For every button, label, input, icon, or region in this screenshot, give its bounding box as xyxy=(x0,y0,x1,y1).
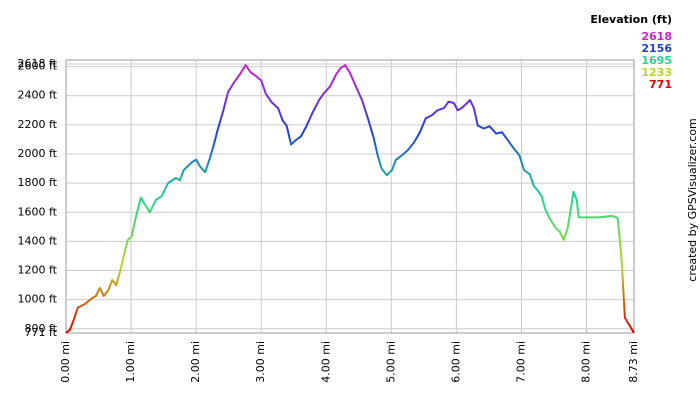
y-tick-label: 2400 ft xyxy=(18,89,58,102)
legend-value: 1695 xyxy=(641,54,672,67)
credit: created by GPSVisualizer.com xyxy=(686,118,699,281)
x-tick-label: 8.73 mi xyxy=(627,341,640,383)
y-tick-label: 771 ft xyxy=(25,326,58,339)
y-tick-label: 2000 ft xyxy=(18,147,58,160)
x-tick-label: 8.00 mi xyxy=(580,341,593,383)
legend-value: 771 xyxy=(649,78,672,91)
y-tick-label: 1600 ft xyxy=(18,205,58,218)
y-tick-label: 1000 ft xyxy=(18,293,58,306)
y-tick-label: 1800 ft xyxy=(18,176,58,189)
x-tick-label: 0.00 mi xyxy=(59,341,72,383)
y-tick-label: 2600 ft xyxy=(18,60,58,73)
x-tick-label: 3.00 mi xyxy=(254,341,267,383)
legend-value: 2618 xyxy=(641,30,672,43)
y-tick-label: 2200 ft xyxy=(18,118,58,131)
legend-value: 2156 xyxy=(641,42,672,55)
legend-value: 1233 xyxy=(641,66,672,79)
x-tick-label: 2.00 mi xyxy=(189,341,202,383)
x-tick-label: 1.00 mi xyxy=(124,341,137,383)
x-tick-label: 5.00 mi xyxy=(384,341,397,383)
x-tick-label: 6.00 mi xyxy=(449,341,462,383)
y-tick-label: 1400 ft xyxy=(18,234,58,247)
x-tick-label: 4.00 mi xyxy=(319,341,332,383)
y-tick-label: 1200 ft xyxy=(18,264,58,277)
elevation-line xyxy=(65,64,635,334)
legend-title: Elevation (ft) xyxy=(590,13,672,26)
plot-frame xyxy=(65,59,635,334)
y-tick-label: 800 ft xyxy=(25,322,58,335)
y-tick-label: 2618 ft xyxy=(18,57,58,70)
x-tick-label: 7.00 mi xyxy=(514,341,527,383)
